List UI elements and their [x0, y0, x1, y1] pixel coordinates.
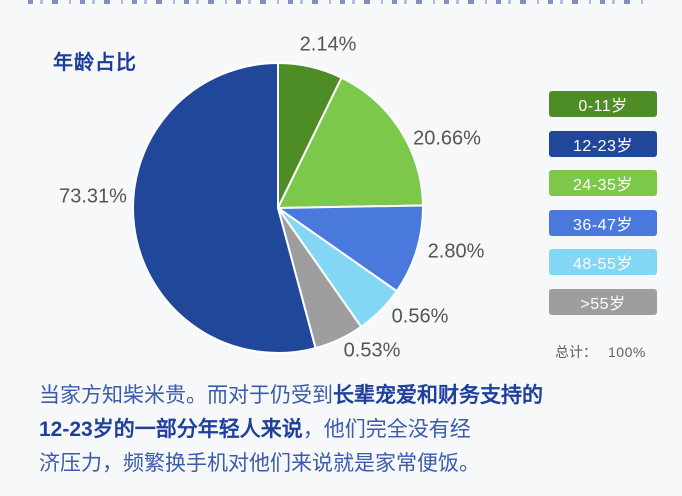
pie-percent-label-4: 0.53% — [343, 339, 401, 362]
chart-title: 年龄占比 — [53, 52, 137, 74]
legend-badge-1: 12-23岁 — [549, 130, 657, 157]
description-segment-bold: 12-23岁的一部分年轻人来说 — [39, 418, 303, 441]
total-label: 总计： — [555, 344, 597, 360]
pie-percent-label-2: 2.80% — [427, 240, 485, 263]
description-segment-bold: 长辈宠爱和财务支持的 — [333, 384, 543, 407]
description-segment: 当家方知柴米贵。而对于仍受到 — [39, 384, 333, 407]
description-segment: 济压力，频繁换手机对他们来说就是家常便饭。 — [39, 452, 480, 475]
legend-badge-5: >55岁 — [549, 288, 657, 315]
description-line: 12-23岁的一部分年轻人来说，他们完全没有经 — [39, 413, 659, 447]
legend: 0-11岁 12-23岁 24-35岁 36-47岁 48-55岁 >55岁 — [549, 91, 657, 328]
pie-percent-label-0: 2.14% — [299, 33, 357, 56]
description-text: 当家方知柴米贵。而对于仍受到长辈宠爱和财务支持的 12-23岁的一部分年轻人来说，… — [39, 379, 659, 481]
description-line: 当家方知柴米贵。而对于仍受到长辈宠爱和财务支持的 — [39, 379, 659, 413]
legend-total-row: 总计： 100% — [555, 342, 646, 362]
total-value: 100% — [608, 344, 646, 360]
pie-percent-label-3: 0.56% — [391, 305, 449, 328]
legend-badge-3: 36-47岁 — [549, 209, 657, 236]
pie-slice-5 — [132, 62, 317, 354]
pie-percent-label-5: 73.31% — [59, 185, 127, 208]
description-line: 济压力，频繁换手机对他们来说就是家常便饭。 — [39, 447, 659, 481]
pie-slice-1 — [277, 76, 424, 209]
pie-percent-label-1: 20.66% — [413, 127, 481, 150]
pie-slice-2 — [277, 204, 424, 293]
legend-badge-2: 24-35岁 — [549, 170, 657, 196]
description-segment: ，他们完全没有经 — [302, 418, 471, 441]
clipped-text-strip — [28, 0, 648, 4]
pie-area: 2.14% 20.66% 2.80% 0.56% 0.53% 73.31% — [59, 33, 485, 362]
legend-badge-0: 0-11岁 — [549, 91, 657, 117]
legend-badge-4: 48-55岁 — [549, 249, 657, 275]
pie-chart-svg — [132, 62, 424, 354]
